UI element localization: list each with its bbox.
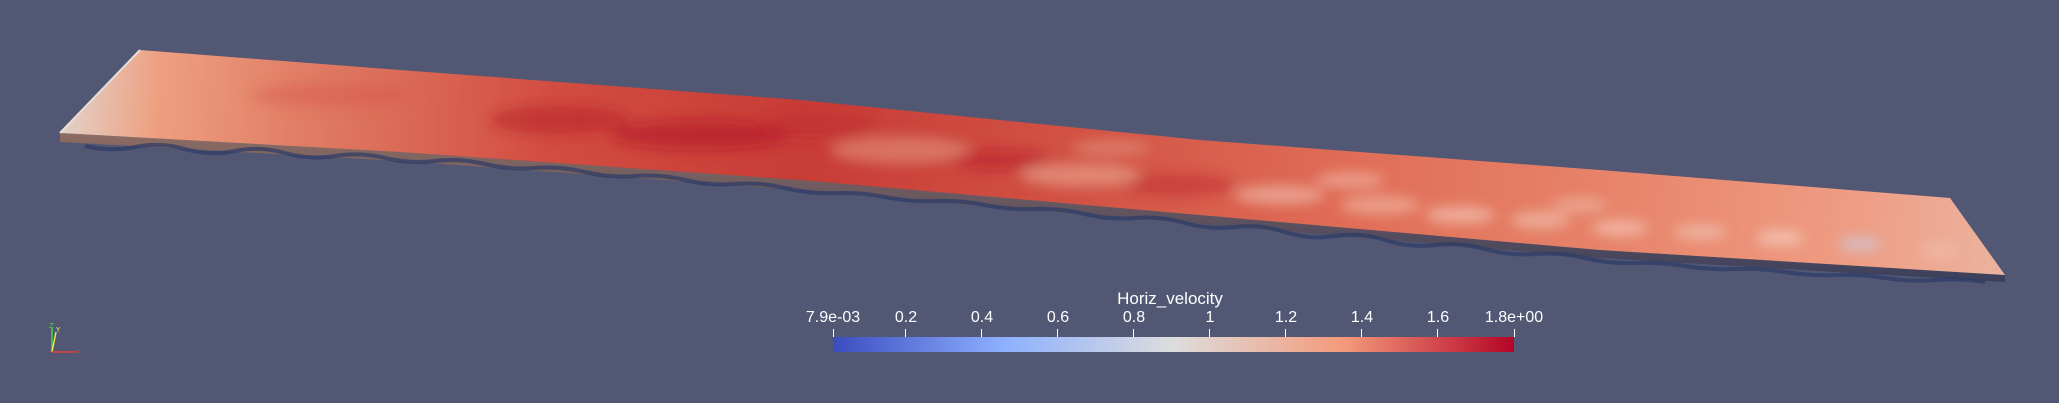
colorbar-tick-label: 1.4 <box>1350 309 1374 326</box>
colorbar-tick-mark <box>1437 329 1439 337</box>
svg-text:Z: Z <box>49 322 54 330</box>
colorbar-tick-label: 1 <box>1205 309 1215 326</box>
colorbar-tick-label: 0.4 <box>970 309 994 326</box>
colorbar-tick-label: 1.2 <box>1274 309 1298 326</box>
colorbar-tick-label: 1.8e+00 <box>1484 309 1544 326</box>
svg-text:X: X <box>76 348 81 356</box>
colorbar-gradient-bar <box>833 337 1514 352</box>
colorbar-title: Horiz_velocity <box>1117 289 1223 308</box>
colorbar-tick-mark <box>905 329 907 337</box>
colorbar-tick-mark <box>1057 329 1059 337</box>
colorbar-tick-mark <box>1513 329 1515 337</box>
slab-bottom-waves <box>84 142 1986 284</box>
colorbar-legend: Horiz_velocity 7.9e-03 0.2 0.4 0.6 0.8 1 1.2 1.… <box>800 285 1544 355</box>
colorbar-tick-label: 0.2 <box>894 309 918 326</box>
colorbar-tick-mark <box>1285 329 1287 337</box>
colorbar-tick-mark <box>981 329 983 337</box>
orientation-axes-icon: Z Y X <box>49 322 81 356</box>
svg-text:Y: Y <box>55 326 61 334</box>
colorbar-tick-mark <box>1133 329 1135 337</box>
colorbar-tick-mark <box>1361 329 1363 337</box>
colorbar-tick-label: 1.6 <box>1426 309 1450 326</box>
colorbar-tick-mark <box>832 329 834 337</box>
colorbar-tick-label: 0.8 <box>1122 309 1146 326</box>
colorbar-tick-label: 0.6 <box>1046 309 1070 326</box>
slab-front-edge <box>59 49 141 134</box>
colorbar-tick-label: 7.9e-03 <box>805 309 861 326</box>
velocity-variation <box>250 83 1960 258</box>
colorbar-tick-mark <box>1209 329 1211 337</box>
